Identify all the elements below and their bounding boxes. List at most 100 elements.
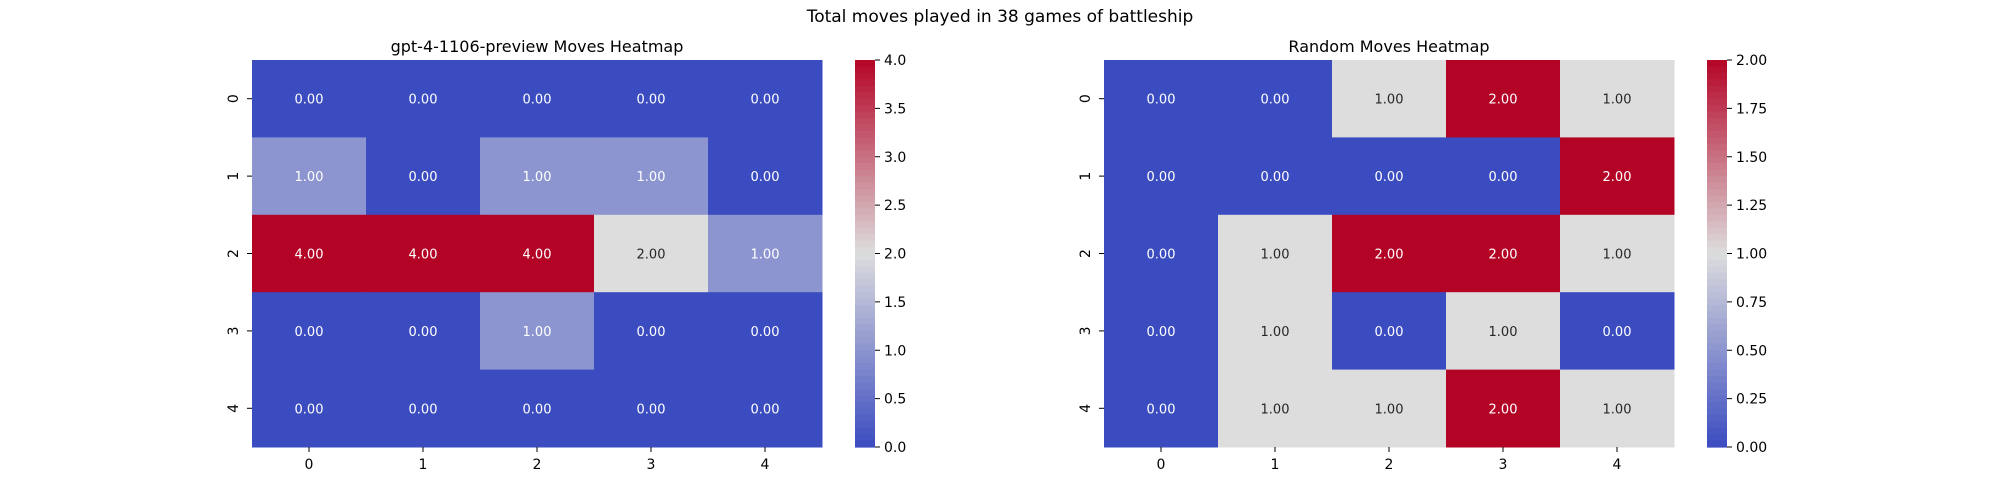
y-tick-label: 4 bbox=[226, 404, 242, 413]
colorbar-segment bbox=[1707, 124, 1727, 132]
colorbar-segment bbox=[855, 169, 875, 177]
y-tick-label: 3 bbox=[1078, 326, 1094, 335]
heatmap-cell-label: 1.00 bbox=[751, 248, 780, 263]
colorbar-segment bbox=[1707, 408, 1727, 416]
y-tick-label: 1 bbox=[226, 172, 242, 181]
colorbar-segment bbox=[1707, 130, 1727, 138]
colorbar-segment bbox=[855, 247, 875, 255]
colorbar-segment bbox=[855, 208, 875, 216]
heatmap-cell-label: 2.00 bbox=[1375, 248, 1404, 263]
heatmap-cell-label: 0.00 bbox=[1603, 325, 1632, 340]
colorbar-segment bbox=[1707, 208, 1727, 216]
heatmap-cell-label: 0.00 bbox=[295, 325, 324, 340]
colorbar-segment bbox=[1707, 221, 1727, 229]
colorbar-segment bbox=[1707, 92, 1727, 100]
colorbar-segment bbox=[855, 253, 875, 261]
heatmap-cell-label: 2.00 bbox=[637, 248, 666, 263]
colorbar-tick-label: 1.5 bbox=[884, 295, 906, 311]
colorbar-segment bbox=[855, 324, 875, 332]
heatmap-cell-label: 0.00 bbox=[409, 325, 438, 340]
heatmap-cell bbox=[480, 369, 595, 448]
colorbar-segment bbox=[1707, 388, 1727, 396]
heatmap-cell-label: 2.00 bbox=[1603, 170, 1632, 185]
heatmap-cell-label: 0.00 bbox=[1375, 325, 1404, 340]
colorbar-segment bbox=[855, 221, 875, 229]
colorbar-tick-label: 0.75 bbox=[1736, 295, 1767, 311]
heatmap-cell bbox=[252, 369, 367, 448]
colorbar-segment bbox=[855, 434, 875, 442]
heatmap-cell bbox=[594, 292, 709, 371]
heatmap-cell-label: 0.00 bbox=[409, 170, 438, 185]
heatmap-cell-label: 0.00 bbox=[523, 402, 552, 417]
x-tick-label: 4 bbox=[1613, 457, 1622, 473]
colorbar-segment bbox=[1707, 376, 1727, 384]
heatmap-cell bbox=[1332, 60, 1447, 138]
colorbar-segment bbox=[855, 363, 875, 371]
colorbar-segment bbox=[1707, 111, 1727, 119]
colorbar-tick-label: 0.5 bbox=[884, 392, 906, 408]
colorbar-segment bbox=[1707, 60, 1727, 68]
heatmap-cell bbox=[1332, 369, 1447, 448]
heatmap-cell bbox=[1446, 137, 1561, 216]
colorbar-segment bbox=[1707, 330, 1727, 338]
heatmap-cell-label: 1.00 bbox=[523, 325, 552, 340]
colorbar-segment bbox=[1707, 369, 1727, 377]
colorbar-segment bbox=[855, 330, 875, 338]
heatmap-cell-label: 0.00 bbox=[751, 402, 780, 417]
colorbar-segment bbox=[1707, 350, 1727, 358]
colorbar-segment bbox=[855, 376, 875, 384]
colorbar-segment bbox=[1707, 98, 1727, 106]
heatmap-cell bbox=[1104, 214, 1219, 293]
colorbar-segment bbox=[855, 259, 875, 267]
colorbar-segment bbox=[1707, 234, 1727, 242]
heatmap-cell-label: 1.00 bbox=[1489, 325, 1518, 340]
colorbar-segment bbox=[855, 92, 875, 100]
colorbar-segment bbox=[1707, 201, 1727, 209]
colorbar-segment bbox=[855, 305, 875, 313]
colorbar-segment bbox=[855, 163, 875, 171]
colorbar-segment bbox=[855, 143, 875, 151]
colorbar-segment bbox=[855, 279, 875, 287]
colorbar-segment bbox=[1707, 272, 1727, 280]
heatmap-cell bbox=[480, 292, 595, 371]
heatmap-cell-label: 4.00 bbox=[523, 248, 552, 263]
heatmap-cell bbox=[1446, 292, 1561, 371]
heatmap-cell-label: 0.00 bbox=[637, 93, 666, 108]
colorbar-segment bbox=[1707, 311, 1727, 319]
colorbar-segment bbox=[1707, 292, 1727, 300]
colorbar-tick-label: 3.0 bbox=[884, 150, 906, 166]
colorbar-segment bbox=[1707, 259, 1727, 267]
colorbar-segment bbox=[855, 266, 875, 274]
colorbar-segment bbox=[1707, 240, 1727, 248]
colorbar-segment bbox=[1707, 105, 1727, 113]
heatmap-cell bbox=[1218, 369, 1333, 448]
heatmap-title: gpt-4-1106-preview Moves Heatmap bbox=[391, 37, 684, 56]
heatmap-cell bbox=[1104, 137, 1219, 216]
heatmap-cell bbox=[708, 60, 823, 138]
heatmap-cell-label: 0.00 bbox=[751, 93, 780, 108]
y-tick-label: 3 bbox=[226, 326, 242, 335]
colorbar-tick-label: 1.75 bbox=[1736, 101, 1767, 117]
heatmap-cell-label: 0.00 bbox=[409, 402, 438, 417]
heatmap-cell bbox=[1218, 214, 1333, 293]
heatmap-cell bbox=[1218, 137, 1333, 216]
colorbar-segment bbox=[855, 285, 875, 293]
y-tick-label: 1 bbox=[1078, 172, 1094, 181]
colorbar-tick-label: 2.0 bbox=[884, 247, 906, 263]
colorbar-segment bbox=[1707, 395, 1727, 403]
heatmap-cell-label: 1.00 bbox=[295, 170, 324, 185]
y-tick-label: 0 bbox=[1078, 94, 1094, 103]
colorbar-segment bbox=[1707, 298, 1727, 306]
figure-suptitle: Total moves played in 38 games of battle… bbox=[806, 7, 1194, 27]
heatmap-cell bbox=[1104, 292, 1219, 371]
colorbar-segment bbox=[855, 382, 875, 390]
colorbar-segment bbox=[855, 176, 875, 184]
heatmap-cell bbox=[1560, 137, 1675, 216]
colorbar-segment bbox=[855, 137, 875, 145]
heatmap-cell-label: 4.00 bbox=[409, 248, 438, 263]
heatmap-cell-label: 0.00 bbox=[1147, 93, 1176, 108]
colorbar-segment bbox=[1707, 169, 1727, 177]
heatmap-cell bbox=[1446, 369, 1561, 448]
heatmap-cell-label: 1.00 bbox=[1375, 402, 1404, 417]
